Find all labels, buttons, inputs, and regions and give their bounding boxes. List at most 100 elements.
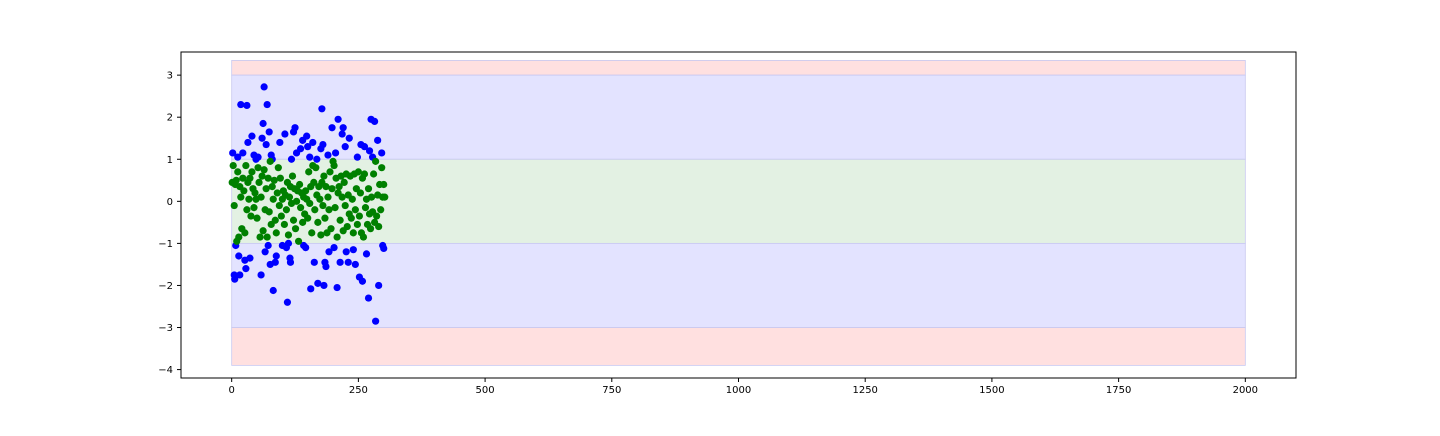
data-point	[360, 170, 369, 178]
data-point	[268, 183, 276, 191]
data-point	[296, 180, 304, 189]
data-point	[277, 212, 285, 220]
x-tick-label: 750	[602, 385, 621, 396]
data-point	[229, 161, 237, 170]
bands-layer	[231, 60, 1246, 366]
data-point	[274, 164, 282, 172]
data-point	[235, 252, 243, 260]
data-point	[339, 124, 347, 132]
data-point	[271, 216, 279, 224]
data-point	[244, 138, 252, 147]
data-point	[253, 214, 261, 222]
data-point	[247, 212, 255, 220]
data-point	[302, 187, 310, 195]
y-tick-label: 3	[167, 71, 173, 82]
x-tick-label: 250	[349, 385, 368, 396]
data-point	[283, 298, 292, 306]
x-tick-label: 1500	[979, 385, 1004, 396]
data-point	[380, 180, 388, 189]
data-point	[312, 164, 320, 172]
data-point	[375, 222, 383, 231]
data-point	[258, 134, 266, 142]
data-point	[302, 244, 310, 252]
y-tick-label: −1	[158, 239, 173, 250]
data-point	[341, 201, 349, 210]
data-point	[372, 317, 380, 325]
data-point	[358, 277, 367, 285]
data-point	[275, 201, 283, 210]
x-tick-label: 2000	[1233, 385, 1258, 396]
data-point	[291, 225, 300, 233]
data-point	[257, 271, 265, 279]
data-point	[254, 164, 262, 172]
data-point	[297, 204, 305, 212]
data-point	[365, 147, 374, 155]
data-point	[338, 130, 346, 138]
data-point	[318, 105, 326, 113]
data-point	[375, 281, 383, 290]
data-point	[264, 174, 272, 182]
x-tick-label: 1750	[1106, 385, 1131, 396]
data-point	[378, 149, 386, 157]
y-tick-label: −2	[158, 281, 173, 292]
data-point	[325, 248, 333, 256]
data-point	[230, 201, 238, 210]
data-point	[260, 83, 268, 91]
data-point	[327, 225, 335, 233]
data-point	[266, 157, 274, 165]
data-point	[330, 161, 338, 170]
data-point	[321, 214, 329, 222]
plot-area	[228, 60, 1246, 366]
data-point	[306, 153, 314, 161]
data-point	[349, 229, 357, 237]
data-point	[232, 176, 240, 184]
data-point	[234, 168, 242, 176]
data-point	[304, 214, 312, 222]
band-region	[231, 60, 1246, 76]
data-point	[353, 153, 361, 161]
data-point	[347, 214, 355, 222]
data-point	[333, 233, 341, 241]
data-point	[262, 185, 270, 193]
data-point	[372, 157, 380, 165]
data-point	[284, 231, 293, 239]
x-tick-label: 1250	[852, 385, 877, 396]
data-point	[294, 237, 303, 245]
data-point	[243, 101, 251, 110]
data-point	[311, 206, 319, 214]
data-point	[328, 124, 336, 132]
y-tick-label: 0	[167, 197, 173, 208]
data-point	[381, 193, 389, 201]
data-point	[265, 128, 273, 136]
data-point	[322, 183, 330, 191]
data-point	[280, 220, 288, 229]
data-point	[285, 193, 294, 201]
data-point	[248, 132, 256, 140]
data-point	[254, 153, 262, 161]
data-point	[351, 206, 359, 214]
data-point	[263, 233, 271, 241]
data-point	[317, 231, 325, 239]
data-point	[287, 155, 296, 163]
band-region	[231, 242, 1246, 328]
data-point	[240, 187, 248, 195]
data-point	[324, 193, 332, 201]
data-point	[272, 252, 280, 260]
data-point	[231, 275, 239, 283]
data-point	[309, 138, 317, 147]
data-point	[334, 115, 342, 123]
data-point	[348, 195, 356, 203]
data-point	[260, 166, 268, 174]
data-point	[319, 201, 327, 210]
data-point	[299, 218, 307, 226]
x-tick-label: 1000	[726, 385, 751, 396]
data-point	[271, 258, 279, 266]
data-point	[336, 216, 344, 224]
data-point	[245, 195, 253, 203]
data-point	[331, 149, 340, 157]
data-point	[235, 233, 243, 241]
data-point	[351, 260, 359, 269]
data-point	[276, 174, 284, 182]
